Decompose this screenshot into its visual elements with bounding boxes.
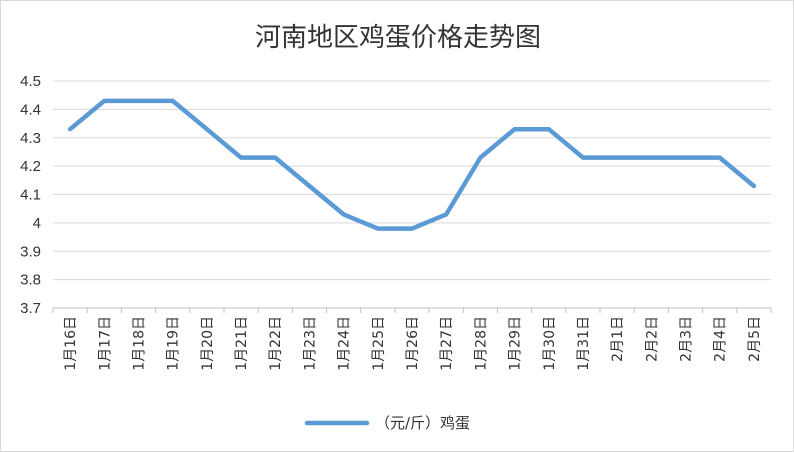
- series-lines: [67, 98, 757, 231]
- y-tick-label: 4: [33, 215, 41, 232]
- y-tick-label: 3.9: [20, 243, 41, 260]
- x-axis-labels: 1月16日 1月17日 1月18日 1月19日 1月20日 1月21日 1月22日 1月23日…: [63, 316, 763, 371]
- x-tick-label: 1月21日: [234, 316, 250, 371]
- y-tick-label: 4.5: [20, 73, 41, 90]
- y-tick-label: 3.7: [20, 300, 41, 317]
- x-tick-label: 1月16日: [63, 316, 79, 371]
- x-tick-label: 2月5日: [747, 316, 763, 362]
- x-tick-label: 1月17日: [97, 316, 113, 371]
- x-tick-label: 2月3日: [679, 316, 695, 362]
- x-tick-label: 1月24日: [337, 316, 353, 371]
- x-tick-label: 1月27日: [439, 316, 455, 371]
- gridlines: [52, 80, 772, 313]
- y-tick-label: 4.3: [20, 130, 41, 147]
- x-tick-label: 1月23日: [302, 316, 318, 371]
- y-tick-label: 3.8: [20, 272, 41, 289]
- x-tick-label: 1月30日: [542, 316, 558, 371]
- x-tick-label: 1月19日: [166, 316, 182, 371]
- legend: （元/斤）鸡蛋: [304, 414, 470, 432]
- legend-label: （元/斤）鸡蛋: [375, 414, 470, 432]
- x-tick-label: 1月26日: [405, 316, 421, 371]
- y-tick-label: 4.4: [20, 101, 41, 118]
- x-tick-label: 2月1日: [610, 316, 626, 362]
- x-tick-label: 1月31日: [576, 316, 592, 371]
- series-line: [67, 98, 757, 231]
- x-tick-label: 1月25日: [371, 316, 387, 371]
- x-tick-label: 1月20日: [200, 316, 216, 371]
- x-tick-label: 2月2日: [644, 316, 660, 362]
- x-tick-label: 2月4日: [713, 316, 729, 362]
- y-axis-labels: 3.7 3.8 3.9 4 4.1 4.2 4.3 4.4 4.5: [20, 73, 41, 317]
- x-tick-label: 1月29日: [508, 316, 524, 371]
- y-tick-label: 4.1: [20, 187, 41, 204]
- chart-title: 河南地区鸡蛋价格走势图: [255, 23, 541, 53]
- x-tick-label: 1月18日: [131, 316, 147, 371]
- x-tick-label: 1月22日: [268, 316, 284, 371]
- y-tick-label: 4.2: [20, 158, 41, 175]
- x-tick-label: 1月28日: [473, 316, 489, 371]
